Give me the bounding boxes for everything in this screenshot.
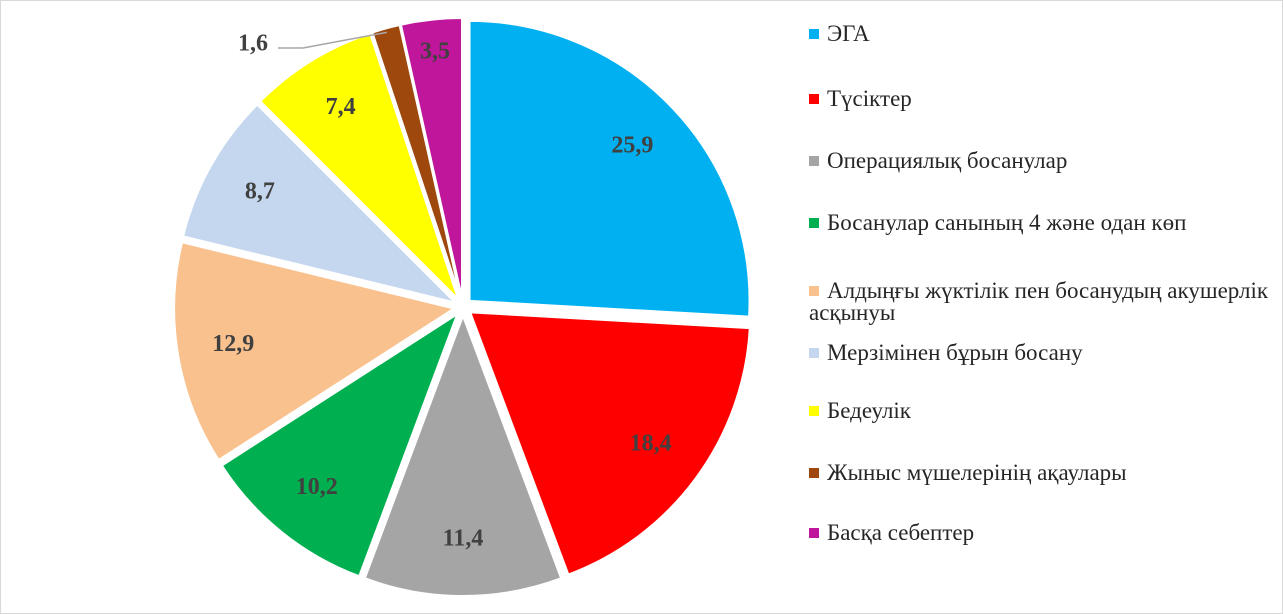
data-label: 1,6 bbox=[238, 31, 268, 57]
data-label: 12,9 bbox=[212, 331, 254, 357]
data-label: 3,5 bbox=[420, 39, 450, 65]
leader-line bbox=[278, 31, 388, 49]
legend-item: Басқа себептер bbox=[809, 520, 1279, 545]
legend-swatch bbox=[809, 218, 819, 228]
legend-label: Мерзімінен бұрын босану bbox=[827, 340, 1083, 365]
legend-item: Алдыңғы жүктілік пен босанудың акушерлік… bbox=[809, 278, 1279, 325]
legend-label: Түсіктер bbox=[827, 86, 912, 111]
legend-swatch bbox=[809, 348, 819, 358]
legend-label: Жыныс мүшелерінің ақаулары bbox=[827, 460, 1127, 485]
legend-label: ЭГА bbox=[827, 21, 870, 46]
legend-label: Алдыңғы жүктілік пен босанудың акушерлік… bbox=[809, 278, 1269, 325]
legend-label: Босанулар санының 4 және одан көп bbox=[827, 210, 1187, 235]
legend-label: Басқа себептер bbox=[827, 520, 975, 545]
legend-item: Мерзімінен бұрын босану bbox=[809, 340, 1279, 365]
legend-item: ЭГА bbox=[809, 21, 1279, 46]
legend-item: Операциялық босанулар bbox=[809, 148, 1279, 173]
legend-swatch bbox=[809, 528, 819, 538]
pie-slice bbox=[363, 313, 563, 597]
legend-swatch bbox=[809, 156, 819, 166]
data-label: 10,2 bbox=[296, 474, 338, 500]
legend-item: Босанулар санының 4 және одан көп bbox=[809, 210, 1279, 235]
legend-swatch bbox=[809, 29, 819, 39]
pie-slice bbox=[399, 17, 464, 299]
pie-slice bbox=[468, 19, 751, 318]
data-label: 8,7 bbox=[245, 178, 275, 204]
data-label: 11,4 bbox=[443, 526, 484, 552]
legend-item: Бедеулік bbox=[809, 398, 1279, 423]
legend-swatch bbox=[809, 468, 819, 478]
pie-slice bbox=[220, 311, 460, 578]
pie-slice bbox=[181, 103, 459, 305]
pie-slice bbox=[258, 32, 460, 301]
data-label: 25,9 bbox=[611, 132, 653, 158]
data-label: 7,4 bbox=[326, 94, 356, 120]
legend-swatch bbox=[809, 94, 819, 104]
pie-slice bbox=[173, 241, 457, 462]
legend-label: Бедеулік bbox=[827, 398, 911, 423]
data-label: 18,4 bbox=[630, 431, 672, 457]
legend-label: Операциялық босанулар bbox=[827, 148, 1068, 173]
pie-slice bbox=[371, 23, 462, 299]
legend-swatch bbox=[809, 286, 819, 296]
legend-item: Түсіктер bbox=[809, 86, 1279, 111]
legend-swatch bbox=[809, 406, 819, 416]
legend-item: Жыныс мүшелерінің ақаулары bbox=[809, 460, 1279, 485]
pie-slice bbox=[468, 311, 751, 576]
